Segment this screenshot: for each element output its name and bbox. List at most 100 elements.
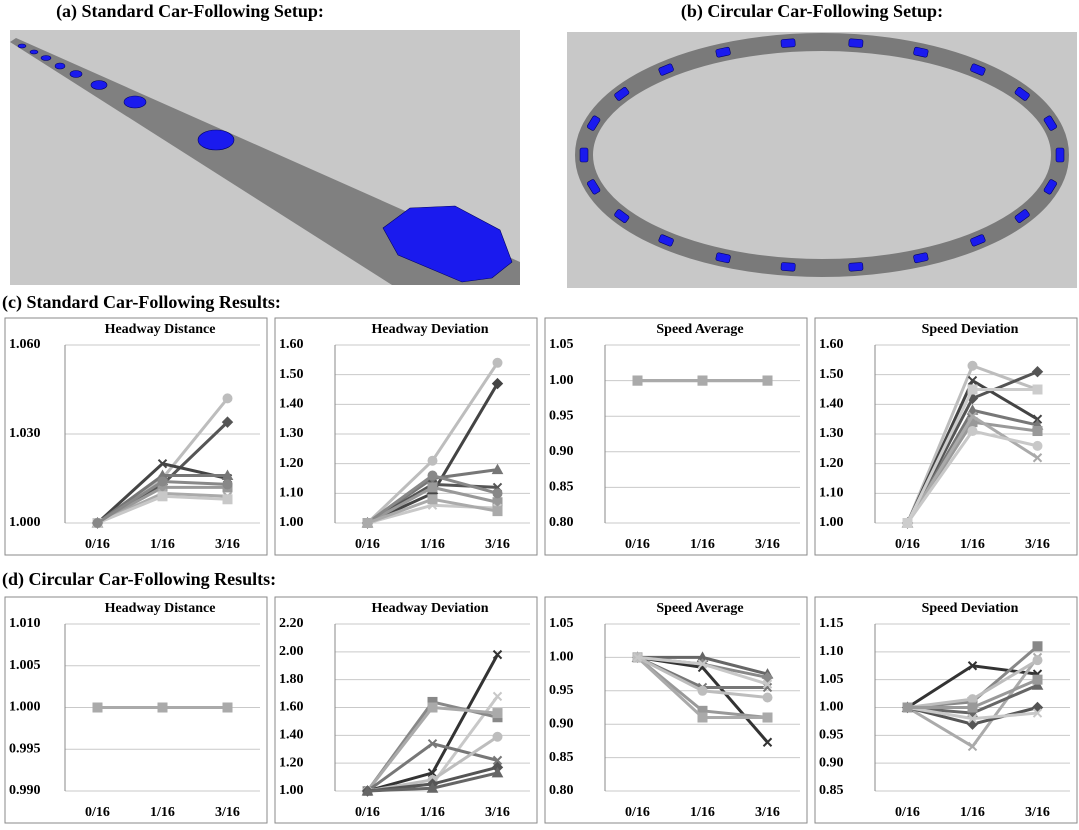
- x-tick-label: 1/16: [690, 537, 715, 552]
- marker: [697, 659, 708, 669]
- car: [382, 205, 513, 283]
- marker: [157, 458, 168, 469]
- marker: [427, 455, 438, 466]
- y-tick-label: 1.00: [279, 515, 304, 530]
- x-tick-label: 1/16: [960, 805, 985, 820]
- chart-frame: [4, 317, 268, 556]
- marker: [491, 463, 504, 475]
- car: [913, 46, 929, 58]
- marker: [492, 755, 503, 766]
- marker: [761, 671, 774, 684]
- chart-title: Speed Average: [656, 322, 743, 337]
- marker: [1032, 426, 1043, 437]
- marker: [762, 692, 773, 703]
- x-tick-label: 1/16: [420, 537, 445, 552]
- marker: [492, 357, 503, 368]
- x-tick-label: 0/16: [895, 805, 920, 820]
- y-tick-label: 1.05: [819, 672, 844, 687]
- car: [1055, 147, 1065, 163]
- chart: Headway Deviation 1.00 1.10 1.20 1.30 1.40 1.5…: [274, 317, 538, 556]
- car: [780, 262, 796, 272]
- x-tick-label: 3/16: [1025, 805, 1050, 820]
- marker: [967, 375, 978, 386]
- x-tick-label: 1/16: [960, 537, 985, 552]
- marker: [361, 784, 374, 796]
- y-tick-label: 1.010: [9, 616, 41, 631]
- marker: [1032, 674, 1043, 685]
- car: [1043, 179, 1057, 195]
- marker: [492, 506, 503, 517]
- marker: [697, 685, 708, 696]
- car: [658, 63, 674, 76]
- circular-setup-render: [567, 32, 1077, 288]
- marker: [902, 518, 913, 528]
- panel-heading: (d) Circular Car-Following Results:: [2, 569, 276, 590]
- marker: [967, 360, 978, 371]
- marker: [492, 731, 503, 742]
- marker: [492, 649, 503, 660]
- y-tick-label: 0.80: [549, 515, 574, 530]
- car: [29, 49, 39, 55]
- y-tick-label: 0.85: [819, 783, 844, 798]
- x-tick-label: 0/16: [355, 805, 380, 820]
- marker: [427, 768, 438, 778]
- y-tick-label: 0.995: [9, 741, 41, 756]
- x-tick-label: 0/16: [625, 537, 650, 552]
- car: [780, 38, 796, 48]
- car: [715, 252, 731, 264]
- marker: [492, 708, 503, 719]
- chart: Speed Average 0.80 0.85 0.90 0.95 1.00 1.05 0/1…: [544, 596, 808, 824]
- marker: [697, 712, 708, 723]
- car: [40, 55, 52, 61]
- x-tick-label: 3/16: [215, 537, 240, 552]
- y-tick-label: 1.05: [549, 337, 574, 352]
- y-tick-label: 1.80: [279, 672, 304, 687]
- y-tick-label: 1.30: [279, 426, 304, 441]
- car: [587, 179, 601, 195]
- x-tick-label: 0/16: [895, 537, 920, 552]
- chart: Speed Deviation 0.85 0.90 0.95 1.00 1.05 1.10 1…: [814, 596, 1078, 824]
- marker: [492, 691, 503, 702]
- marker: [157, 491, 168, 502]
- x-tick-label: 1/16: [150, 537, 175, 552]
- x-tick-label: 0/16: [85, 537, 110, 552]
- chart: Speed Average 0.80 0.85 0.90 0.95 1.00 1.05 0/1…: [544, 317, 808, 556]
- chart: Headway Distance 1.000 1.030 1.060 0/16 1/16 3…: [4, 317, 268, 556]
- x-tick-label: 1/16: [690, 805, 715, 820]
- y-tick-label: 1.60: [279, 337, 304, 352]
- y-tick-label: 0.80: [549, 783, 574, 798]
- marker: [762, 375, 773, 386]
- car: [715, 46, 731, 58]
- chart-frame: [544, 317, 808, 556]
- marker: [967, 702, 978, 713]
- car: [579, 147, 589, 163]
- car: [1043, 115, 1057, 131]
- y-tick-label: 1.00: [549, 373, 574, 388]
- car: [17, 43, 27, 49]
- chart-title: Headway Deviation: [371, 601, 488, 616]
- panel-heading: (a) Standard Car-Following Setup:: [56, 1, 324, 22]
- y-tick-label: 1.005: [9, 658, 41, 673]
- marker: [967, 426, 978, 437]
- y-tick-label: 0.85: [549, 480, 574, 495]
- marker: [427, 702, 438, 713]
- car: [614, 209, 630, 223]
- y-tick-label: 1.15: [819, 616, 844, 631]
- marker: [362, 518, 373, 528]
- y-tick-label: 1.40: [279, 728, 304, 743]
- x-tick-label: 3/16: [485, 805, 510, 820]
- marker: [222, 494, 233, 505]
- y-tick-label: 1.00: [549, 650, 574, 665]
- y-tick-label: 1.20: [279, 755, 304, 770]
- marker: [967, 694, 978, 705]
- y-tick-label: 0.95: [819, 728, 844, 743]
- marker: [762, 679, 773, 689]
- x-tick-label: 3/16: [485, 537, 510, 552]
- y-tick-label: 0.90: [549, 444, 574, 459]
- y-tick-label: 1.50: [819, 367, 844, 382]
- marker: [157, 702, 168, 713]
- y-tick-label: 1.10: [279, 486, 304, 501]
- chart-frame: [274, 317, 538, 556]
- marker: [967, 384, 978, 395]
